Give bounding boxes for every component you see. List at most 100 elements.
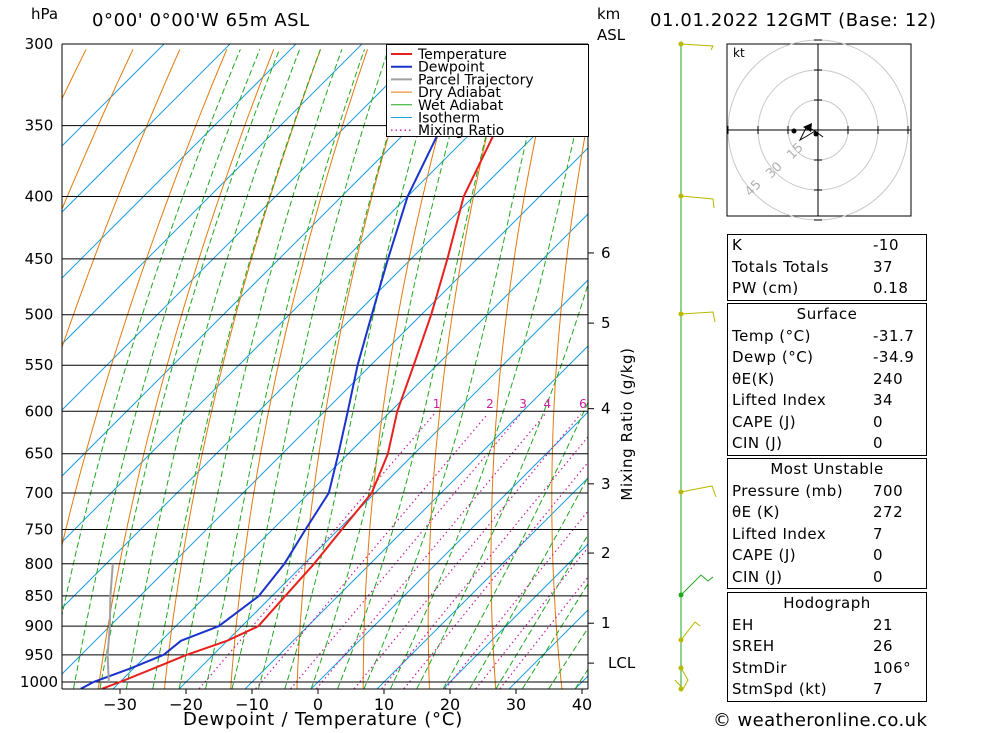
wind-barb-column [674, 41, 717, 692]
pw-row: PW (cm) 0.18 [728, 278, 926, 300]
x-tick-label: −30 [103, 695, 137, 714]
km-tick-label: 1 [601, 614, 611, 632]
surface-dewp-value: -34.9 [873, 348, 915, 366]
x-tick-label: 40 [572, 695, 592, 714]
dry-adiabat-line [427, 49, 509, 689]
indices-table: K -10 Totals Totals 37 PW (cm) 0.18 [727, 234, 927, 301]
mu-cin-value: 0 [873, 567, 884, 586]
wind-barb-dot [678, 489, 684, 495]
pressure-label: 800 [25, 555, 54, 573]
wind-barb-dot [678, 193, 684, 199]
isotherm-line [310, 411, 588, 689]
wind-barb [674, 667, 689, 690]
surface-theta-value: 240 [873, 369, 904, 388]
mixing-ratio-label: 3 [519, 397, 527, 411]
surface-cape-value: 0 [873, 412, 884, 431]
isotherm-line [244, 345, 588, 689]
dry-adiabat-line [62, 49, 181, 349]
pressure-label: 700 [25, 484, 54, 502]
copyright-link[interactable]: © weatheronline.co.uk [713, 710, 928, 731]
most-unstable-table: Most Unstable Pressure (mb) 700 θE (K) 272… [727, 458, 927, 589]
dry-adiabat-line [97, 49, 275, 689]
wet-adiabat-line [152, 49, 321, 689]
wind-barb-dot [678, 686, 684, 692]
pressure-label: 550 [25, 356, 54, 374]
dry-adiabat-line [977, 49, 1000, 689]
isotherm-line [62, 44, 429, 411]
wet-adiabat-line [469, 476, 588, 689]
dewpoint-line [80, 44, 492, 689]
wet-adiabat-line [416, 282, 588, 689]
k-row: K -10 [728, 235, 926, 257]
mixing-ratio-line [198, 413, 435, 689]
x-tick-label: 30 [506, 695, 526, 714]
surface-theta-row: θE(K) 240 [728, 369, 926, 391]
surface-table: Surface Temp (°C) -31.7 Dewp (°C) -34.9 θE… [727, 303, 927, 456]
dry-adiabat-line [164, 49, 322, 689]
wind-barb-dot [678, 311, 684, 317]
wet-adiabat-line [62, 49, 241, 618]
dry-adiabat-line [62, 49, 228, 548]
stmspd-label: StmSpd (kt) [732, 680, 828, 698]
mixing-ratio-line [315, 413, 546, 689]
stmdir-label: StmDir [732, 658, 787, 677]
isotherm-line [62, 44, 231, 213]
pressure-label: 950 [25, 646, 54, 664]
km-tick-label: 3 [601, 475, 611, 493]
mixing-ratio-axis-title: Mixing Ratio (g/kg) [618, 347, 636, 501]
mu-cin-row: CIN (J) 0 [728, 567, 926, 589]
pressure-label: 300 [25, 35, 54, 53]
mixing-ratio-line [255, 413, 489, 689]
sreh-value: 26 [873, 637, 894, 655]
profiles [80, 44, 548, 689]
x-tick-label: 10 [374, 695, 394, 714]
stmspd-value: 7 [873, 680, 884, 698]
mu-li-label: Lifted Index [732, 524, 827, 543]
asl-unit-label: ASL [597, 26, 626, 44]
surface-title: Surface [796, 305, 858, 323]
mixing-ratio-label: 1 [433, 397, 441, 411]
x-axis-title: Dewpoint / Temperature (°C) [183, 709, 464, 730]
pressure-label: 850 [25, 587, 54, 605]
hodograph-table: Hodograph EH 21 SREH 26 StmDir 106° StmSpd … [727, 592, 927, 702]
wind-barb [680, 621, 701, 641]
wind-barb [680, 574, 714, 596]
isotherm-line [62, 81, 588, 609]
wet-adiabat-line [73, 49, 261, 689]
surface-temp-value: -31.7 [873, 326, 915, 345]
pressure-label: 1000 [20, 673, 58, 691]
surface-li-label: Lifted Index [732, 391, 827, 409]
isotherm-line [376, 477, 588, 689]
km-unit-label: km [597, 5, 621, 23]
mu-theta-value: 272 [873, 503, 904, 521]
wet-adiabat-line [389, 74, 588, 689]
pressure-label: 900 [25, 617, 54, 635]
pressure-label: 450 [25, 250, 54, 268]
mu-li-value: 7 [873, 524, 884, 543]
mu-pressure-value: 700 [873, 481, 904, 500]
wet-adiabat-line [521, 582, 588, 689]
k-value: -10 [873, 236, 899, 254]
wind-barb [680, 311, 716, 323]
tt-label: Totals Totals [732, 257, 829, 276]
surface-temp-label: Temp (°C) [732, 326, 811, 345]
x-tick-label: 20 [440, 695, 460, 714]
wet-adiabat-line [284, 49, 443, 689]
axes: −30 −20 −10 0 10 20 30 40 6 5 4 3 2 1 LCL [61, 44, 636, 714]
km-tick-label: 2 [601, 544, 611, 562]
mixing-ratio-line [403, 461, 588, 689]
wind-barb [680, 43, 714, 51]
mixing-ratio-label: 25 [712, 397, 727, 411]
hodograph-table-title: Hodograph [783, 594, 871, 612]
mixing-ratio-line [290, 413, 522, 689]
mixing-ratio-line [444, 510, 588, 689]
surface-dewp-row: Dewp (°C) -34.9 [728, 347, 926, 369]
wet-adiabat-line [495, 533, 588, 689]
km-tick-label: 5 [601, 314, 611, 332]
x-tick-label: −20 [169, 695, 203, 714]
mixing-ratio-label: 15 [661, 397, 676, 411]
dry-adiabat-line [929, 49, 1000, 689]
surface-cin-value: 0 [873, 434, 884, 452]
eh-value: 21 [873, 615, 894, 634]
